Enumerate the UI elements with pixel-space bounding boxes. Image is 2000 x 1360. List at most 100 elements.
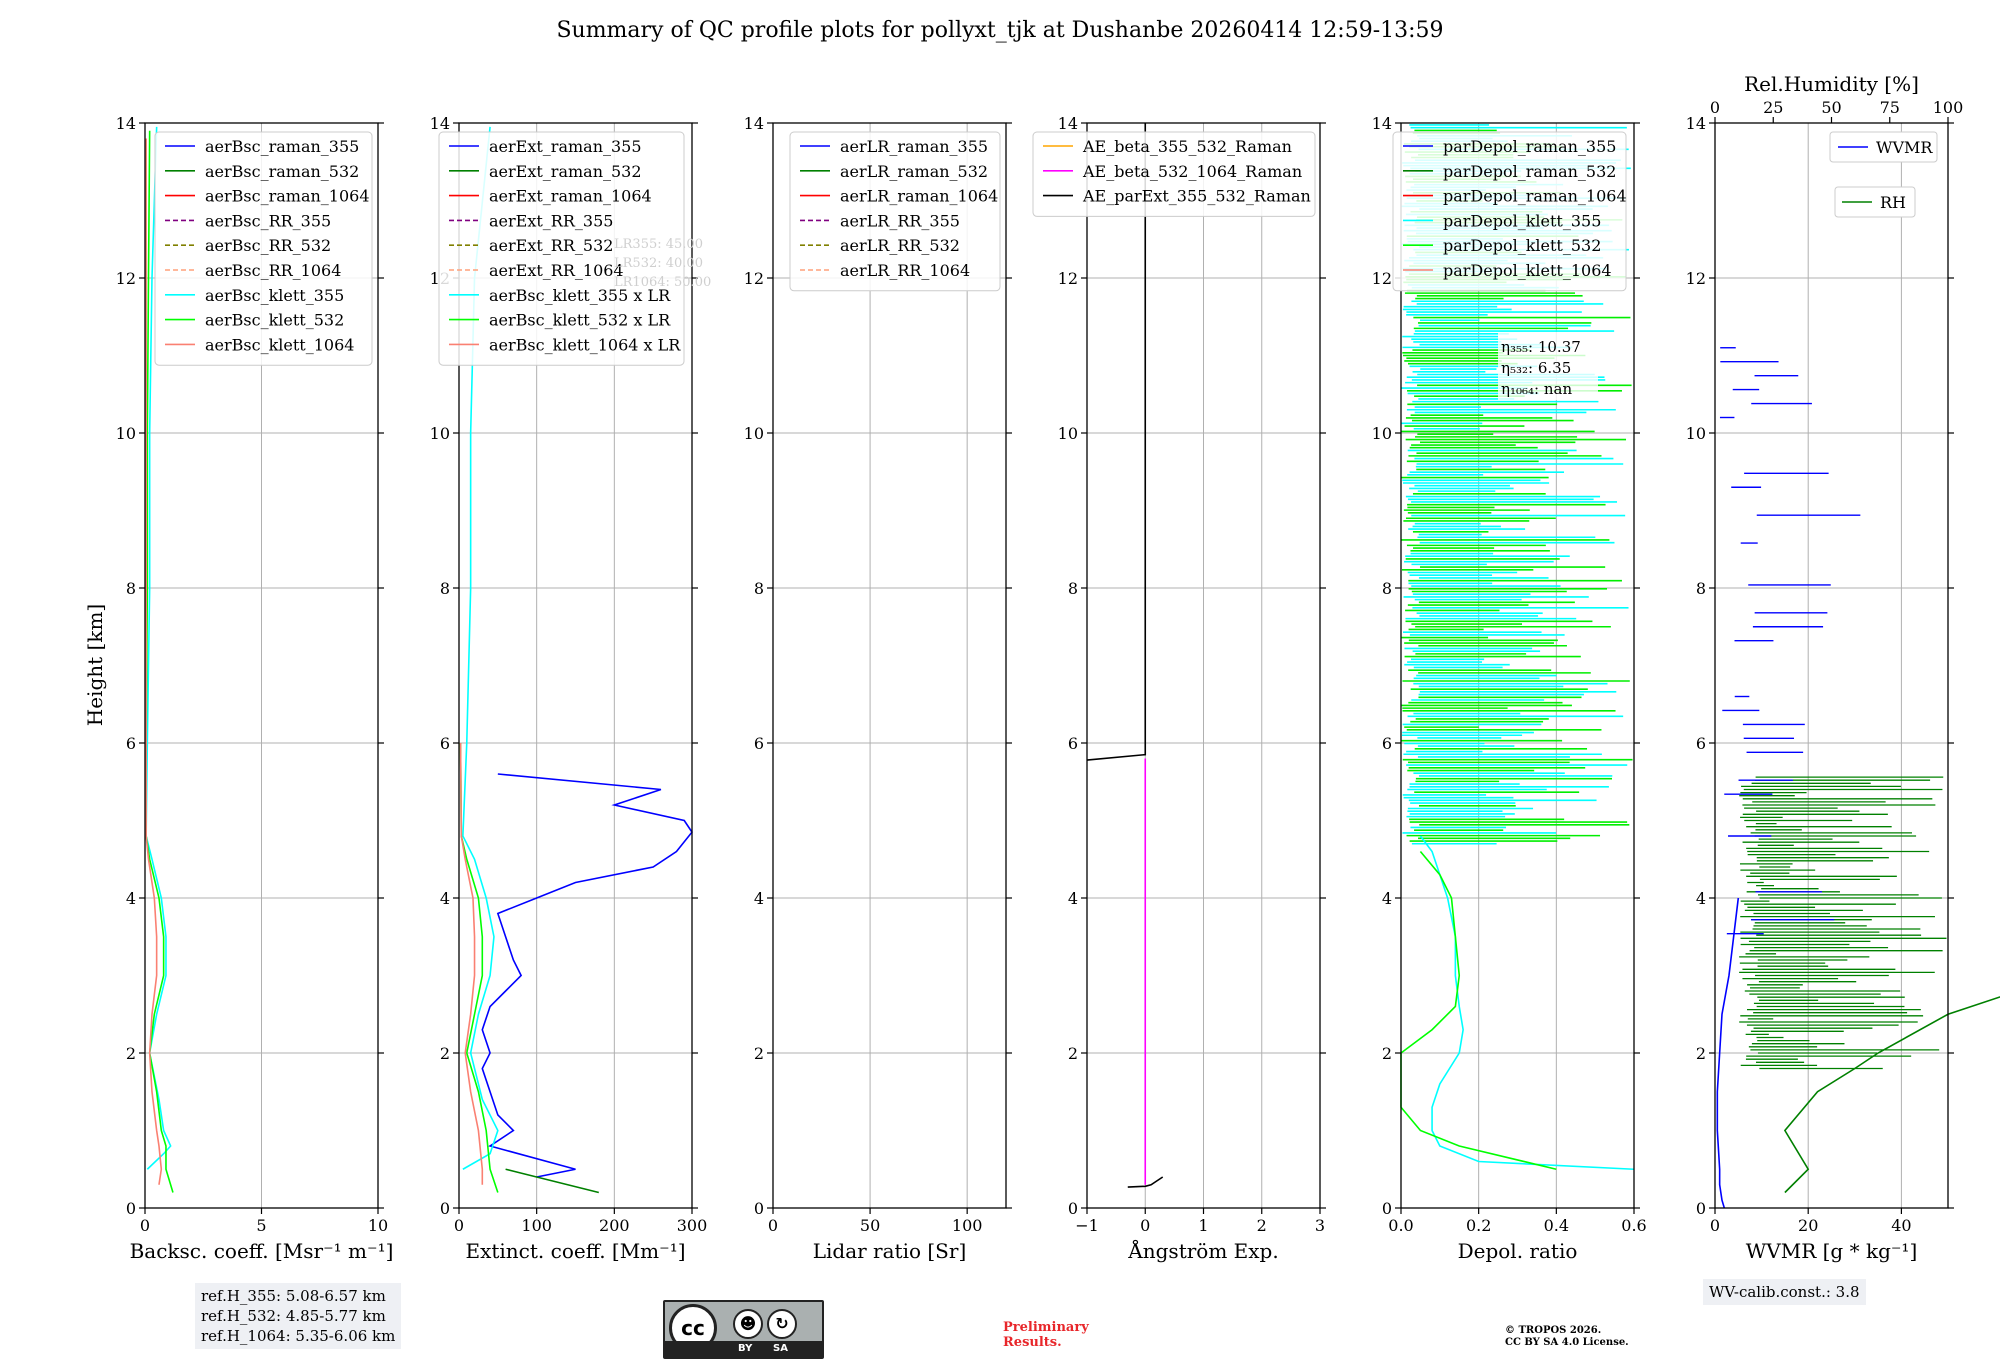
y-tick-label: 2 — [1382, 1044, 1392, 1063]
legend-box — [1392, 131, 1627, 292]
axes-frame — [1714, 122, 1949, 1209]
series-wvmr — [1716, 897, 1740, 1209]
x-tick-label: 100 — [521, 1216, 552, 1235]
y-tick-label: 6 — [1382, 734, 1392, 753]
legend-label: aerExt_RR_355 — [489, 211, 613, 230]
legend-label: aerBsc_klett_532 x LR — [489, 311, 671, 330]
series-ae-parext-355-532-raman — [1086, 123, 1147, 761]
y-tick-label: 0 — [1068, 1199, 1078, 1218]
legend-label: aerBsc_RR_355 — [205, 211, 331, 230]
legend-label: aerBsc_raman_532 — [205, 162, 359, 181]
y-tick-label: 8 — [1382, 579, 1392, 598]
x-tick-label: 40 — [1891, 1216, 1911, 1235]
panel-backscatter: 0 5 10 0 2 4 6 8 10 12 14 Backsc. coeff. [Msr⁻¹ m⁻¹… — [116, 114, 394, 1263]
ref-height-355: ref.H_355: 5.08-6.57 km — [201, 1287, 386, 1305]
y-tick-label: 6 — [1696, 734, 1706, 753]
eta-label: η₅₃₂: 6.35 — [1501, 359, 1571, 377]
preliminary-line-1: Preliminary — [1003, 1320, 1089, 1335]
y-tick-label: 14 — [1372, 114, 1392, 133]
legend-label: aerLR_raman_532 — [840, 162, 988, 181]
x-tick-label: 0.0 — [1388, 1216, 1413, 1235]
legend: WVMR RH — [1829, 131, 1938, 218]
legend-label: aerBsc_klett_532 — [205, 311, 344, 330]
eta-box — [1498, 332, 1598, 400]
legend-label: aerLR_RR_1064 — [840, 261, 970, 280]
y-tick-label: 4 — [1068, 889, 1078, 908]
legend-box — [154, 131, 373, 366]
series-aerbsc-klett-1064-x-lr — [459, 742, 484, 1185]
x-tick-label: 5 — [256, 1216, 266, 1235]
x-tick-label: 0 — [1140, 1216, 1150, 1235]
x-tick-label: 0 — [140, 1216, 150, 1235]
legend-label: aerExt_RR_1064 — [489, 261, 624, 280]
legend-label: parDepol_klett_355 — [1443, 211, 1601, 230]
x-tick-label: 0.2 — [1466, 1216, 1491, 1235]
figure-title: Summary of QC profile plots for pollyxt_… — [556, 18, 1443, 43]
x-axis-label: Lidar ratio [Sr] — [813, 1239, 967, 1263]
legend: aerExt_raman_355 aerExt_raman_532 aerExt_r… — [438, 131, 685, 366]
y-tick-label: 2 — [1068, 1044, 1078, 1063]
y-tick-label: 8 — [754, 579, 764, 598]
axes-frame — [1400, 122, 1635, 1209]
y-tick-label: 2 — [1696, 1044, 1706, 1063]
y-tick-label: 4 — [1382, 889, 1392, 908]
eta-label: η₃₅₅: 10.37 — [1501, 338, 1581, 356]
x-tick-label: 0 — [454, 1216, 464, 1235]
y-tick-label: 10 — [116, 424, 136, 443]
x-tick-label: 10 — [368, 1216, 388, 1235]
wv-calib-text: WV-calib.const.: 3.8 — [1709, 1283, 1860, 1301]
y-tick-label: 4 — [440, 889, 450, 908]
x-tick-label: 0.4 — [1544, 1216, 1569, 1235]
y-tick-label: 14 — [744, 114, 764, 133]
series-aerbsc-klett-532-x-lr — [459, 742, 499, 1193]
legend-box — [1834, 186, 1916, 218]
y-tick-label: 2 — [126, 1044, 136, 1063]
y-tick-label: 10 — [430, 424, 450, 443]
reference-heights-box: ref.H_355: 5.08-6.57 km ref.H_532: 4.85-… — [195, 1283, 402, 1349]
legend-label: aerLR_raman_1064 — [840, 187, 998, 206]
x-tick-label: 0.6 — [1621, 1216, 1646, 1235]
y-tick-label: 8 — [126, 579, 136, 598]
attribution-person-icon: ☻ — [733, 1309, 763, 1339]
legend: parDepol_raman_355 parDepol_raman_532 parD… — [1392, 131, 1627, 292]
x-tick-label: 50 — [860, 1216, 880, 1235]
y-tick-label: 8 — [1696, 579, 1706, 598]
axes-frame — [458, 122, 693, 1209]
x-tick-label: 200 — [599, 1216, 630, 1235]
y-tick-label: 6 — [1068, 734, 1078, 753]
series-aerbsc-klett-355-x-lr — [462, 126, 499, 1170]
legend-label: aerBsc_klett_355 x LR — [489, 286, 671, 305]
legend-label: RH — [1880, 193, 1906, 212]
lidar-ratio-note: LR532: 40.00 — [614, 256, 703, 271]
ref-height-532: ref.H_532: 4.85-5.77 km — [201, 1307, 386, 1325]
legend-label: aerBsc_RR_1064 — [205, 261, 341, 280]
x-tick-label: 20 — [1798, 1216, 1818, 1235]
x-axis-label: Ångström Exp. — [1127, 1238, 1278, 1263]
legend-label: aerLR_raman_355 — [840, 137, 988, 156]
copyright-line-1: © TROPOS 2026. — [1505, 1325, 1602, 1336]
top-x-tick-label: 100 — [1933, 98, 1964, 117]
y-tick-label: 0 — [440, 1199, 450, 1218]
y-tick-label: 12 — [1686, 269, 1706, 288]
y-tick-label: 4 — [754, 889, 764, 908]
legend-box — [1032, 131, 1316, 217]
legend: aerLR_raman_355 aerLR_raman_532 aerLR_rama… — [789, 131, 1001, 292]
series-pardepol-klett-532 — [1400, 850, 1557, 1171]
y-tick-label: 10 — [1686, 424, 1706, 443]
y-tick-label: 14 — [1058, 114, 1078, 133]
y-tick-label: 2 — [440, 1044, 450, 1063]
legend-label: aerExt_raman_1064 — [489, 187, 652, 206]
preliminary-line-2: Results. — [1003, 1335, 1062, 1350]
y-tick-label: 14 — [116, 114, 136, 133]
legend-box — [789, 131, 1001, 292]
y-tick-label: 6 — [754, 734, 764, 753]
top-x-tick-label: 25 — [1763, 98, 1783, 117]
y-tick-label: 12 — [116, 269, 136, 288]
x-tick-label: −1 — [1075, 1216, 1099, 1235]
copyright-note: © TROPOS 2026. CC BY SA 4.0 License. — [1505, 1325, 1629, 1349]
preliminary-note: Preliminary Results. — [1003, 1320, 1089, 1350]
legend-label: WVMR — [1876, 138, 1933, 157]
legend: AE_beta_355_532_Raman AE_beta_532_1064_Ra… — [1032, 131, 1316, 217]
cc-sa-label: SA — [773, 1343, 788, 1354]
